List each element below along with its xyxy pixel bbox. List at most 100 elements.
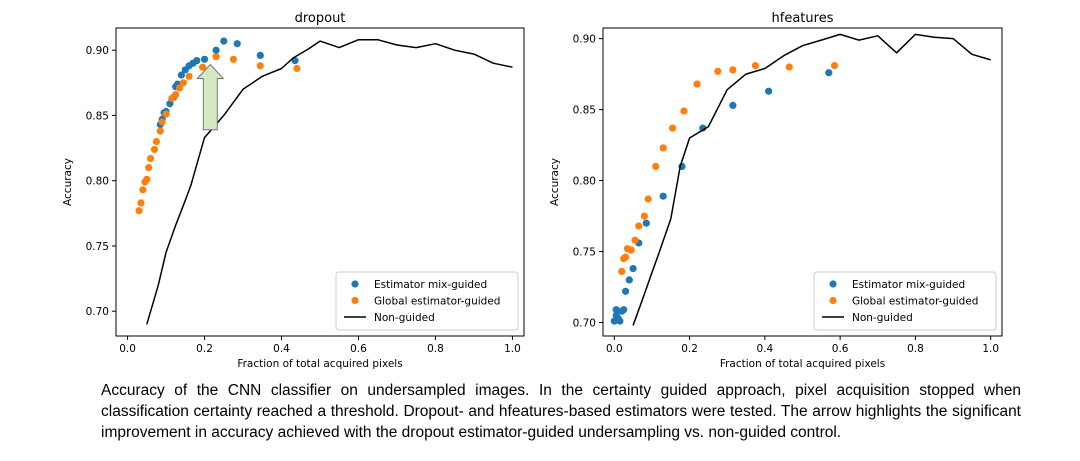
data-point: [179, 79, 187, 87]
x-tick-label: 0.0: [606, 343, 623, 355]
legend-swatch-marker: [351, 296, 359, 305]
data-point: [229, 55, 237, 63]
legend-swatch-marker: [351, 280, 359, 288]
data-point: [233, 40, 241, 48]
data-point: [622, 287, 630, 295]
legend: Estimator mix-guided Global estimator-gui…: [813, 271, 997, 331]
series-line-non-guided: [146, 38, 513, 325]
data-point: [627, 246, 635, 254]
y-tick-label: 0.80: [573, 176, 596, 188]
data-point: [147, 154, 155, 163]
data-point: [158, 118, 166, 126]
data-point: [137, 199, 145, 207]
data-point: [618, 267, 626, 275]
legend-swatch-marker: [829, 280, 837, 288]
data-point: [714, 67, 722, 75]
data-point: [669, 124, 677, 132]
data-point: [659, 192, 667, 200]
chart-title: hfeatures: [772, 11, 834, 26]
legend-label: Estimator mix-guided: [852, 279, 965, 291]
legend-label: Non-guided: [852, 312, 913, 324]
series-line-non-guided: [632, 33, 991, 326]
series-global-estimator-guided: [618, 62, 839, 275]
data-point: [680, 107, 688, 115]
legend: Estimator mix-guided Global estimator-gui…: [335, 271, 519, 331]
data-point: [220, 37, 228, 45]
data-point: [135, 207, 143, 215]
data-point: [199, 63, 207, 71]
legend-label: Global estimator-guided: [852, 296, 978, 308]
data-point: [644, 195, 652, 203]
legend-label: Non-guided: [374, 312, 435, 324]
x-tick-label: 0.4: [273, 343, 290, 355]
figure-caption: Accuracy of the CNN classifier on unders…: [101, 382, 1021, 441]
y-tick-label: 0.85: [573, 105, 596, 117]
x-tick-label: 1.0: [982, 343, 999, 355]
data-point: [765, 87, 773, 95]
data-point: [293, 64, 301, 73]
x-tick-label: 0.8: [427, 343, 444, 355]
plot-frame: [602, 27, 1003, 337]
x-axis-label: Fraction of total acquired pixels: [720, 358, 885, 370]
x-tick-label: 0.8: [907, 343, 924, 355]
data-point: [751, 62, 760, 70]
y-tick-label: 0.70: [86, 306, 109, 318]
data-point: [642, 219, 650, 227]
data-point: [175, 84, 184, 92]
data-point: [625, 276, 633, 284]
chart-title: dropout: [295, 11, 346, 26]
data-point: [150, 145, 159, 153]
data-point: [185, 72, 193, 80]
legend-label: Estimator mix-guided: [374, 279, 487, 291]
data-point: [256, 51, 264, 60]
y-tick-label: 0.75: [573, 247, 596, 259]
data-point: [143, 175, 151, 183]
y-tick-label: 0.90: [86, 45, 109, 57]
legend-label: Global estimator-guided: [374, 296, 500, 308]
series-estimator-mix-guided: [156, 37, 299, 129]
data-point: [612, 306, 620, 314]
x-axis-label: Fraction of total acquired pixels: [237, 358, 402, 370]
x-tick-label: 0.0: [119, 343, 136, 355]
y-tick-label: 0.85: [86, 110, 109, 122]
data-point: [635, 222, 643, 230]
legend-box: [335, 271, 519, 331]
data-point: [785, 63, 793, 71]
data-point: [729, 101, 737, 109]
x-tick-label: 0.2: [681, 343, 698, 355]
data-point: [652, 162, 660, 170]
data-point: [830, 62, 839, 70]
data-point: [616, 317, 624, 325]
data-point: [193, 57, 201, 65]
data-point: [256, 62, 264, 70]
data-point: [162, 110, 170, 118]
y-tick-label: 0.75: [86, 241, 109, 253]
chart-panel-dropout: dropout 0.0 0.2 0.4 0.6 0.8 1.0 0.70 0.75 0.80 0.8…: [62, 11, 525, 370]
x-tick-label: 0.6: [832, 343, 849, 355]
data-point: [825, 69, 833, 77]
x-tick-label: 1.0: [504, 343, 521, 355]
data-point: [139, 186, 147, 194]
legend-box: [813, 271, 997, 331]
data-point: [629, 265, 637, 273]
y-tick-label: 0.70: [573, 318, 596, 330]
data-point: [145, 164, 153, 172]
data-point: [699, 124, 707, 132]
data-point: [659, 144, 667, 152]
x-tick-label: 0.4: [757, 343, 774, 355]
plot-frame: [115, 27, 525, 337]
data-point: [156, 127, 164, 135]
legend-swatch-marker: [829, 296, 837, 305]
data-point: [200, 55, 209, 63]
series-global-estimator-guided: [135, 53, 301, 215]
x-tick-label: 0.2: [196, 343, 213, 355]
highlight-arrow: [196, 63, 225, 131]
chart-panel-hfeatures: hfeatures 0.0 0.2 0.4 0.6 0.8 1.0 0.70 0.75 0.80 0…: [549, 11, 1003, 370]
data-point: [172, 91, 180, 99]
data-point: [631, 236, 639, 244]
data-point: [177, 71, 185, 79]
data-point: [212, 46, 220, 54]
data-point: [622, 253, 630, 261]
data-point: [729, 66, 737, 74]
y-axis-label: Accuracy: [549, 158, 561, 206]
